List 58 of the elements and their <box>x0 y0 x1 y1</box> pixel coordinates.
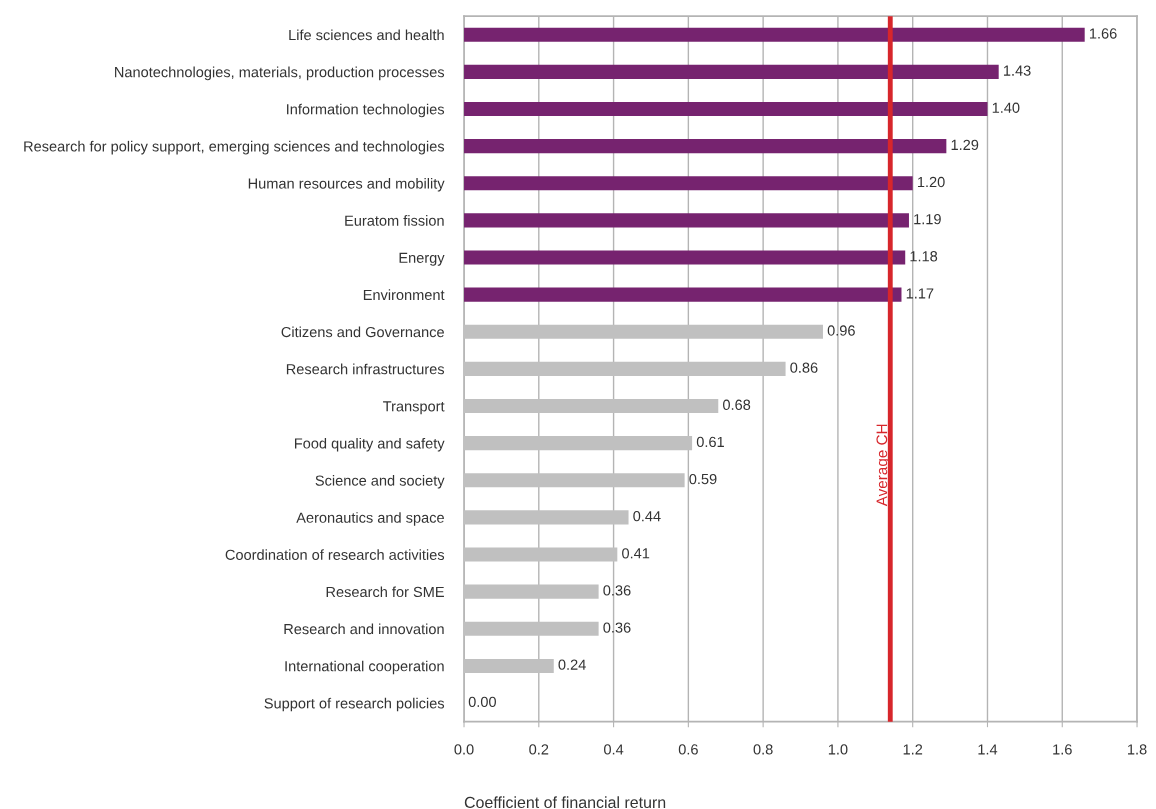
data-label: 1.19 <box>914 213 941 225</box>
y-tick-label: Research and innovation <box>284 623 444 635</box>
x-tick-label: 1.8 <box>1128 744 1147 755</box>
y-tick-label: Coordination of research activities <box>225 549 445 560</box>
data-label: 0.59 <box>689 473 717 485</box>
data-label: 0.41 <box>622 548 650 559</box>
bar <box>464 287 902 302</box>
y-tick-label: Research infrastructures <box>286 363 445 375</box>
bar <box>464 101 988 117</box>
ref-line-label: Average CH <box>876 424 891 507</box>
y-tick-label: Citizens and Governance <box>281 326 444 338</box>
x-tick-label: 0.0 <box>454 744 474 755</box>
x-tick-label: 1.2 <box>903 744 923 755</box>
y-tick-label: Human resources and mobility <box>248 177 445 192</box>
bar <box>464 27 1085 42</box>
bar <box>464 213 909 228</box>
y-tick-label: Nanotechnologies, materials, production processes <box>115 66 445 81</box>
data-label: 0.86 <box>790 362 818 373</box>
x-tick-label: 0.8 <box>753 744 773 755</box>
bar <box>464 64 999 79</box>
data-label: 1.17 <box>906 288 934 299</box>
y-tick-label: International cooperation <box>285 660 444 675</box>
data-label: 0.61 <box>696 436 724 448</box>
x-tick-label: 1.4 <box>978 744 998 755</box>
x-tick-label: 0.2 <box>529 744 549 755</box>
bar <box>464 250 906 265</box>
y-tick-label: Support of research policies <box>264 697 445 712</box>
data-label: 1.20 <box>917 176 945 188</box>
y-tick-label: Science and society <box>315 475 445 489</box>
y-tick-label: Transport <box>383 401 445 415</box>
y-tick-label: Food quality and safety <box>294 437 445 452</box>
y-tick-label: Research for policy support, emerging sciences and technologies <box>24 140 445 155</box>
y-tick-label: Environment <box>363 289 445 301</box>
x-axis-title: Coefficient of financial return <box>464 796 666 809</box>
y-tick-label: Research for SME <box>326 586 444 598</box>
y-tick-label: Euratom fission <box>345 215 444 226</box>
x-tick-label: 1.6 <box>1053 744 1072 755</box>
y-tick-label: Information technologies <box>287 103 445 118</box>
y-tick-label: Energy <box>399 252 445 266</box>
data-label: 0.96 <box>827 325 855 336</box>
y-tick-label: Aeronautics and space <box>296 512 444 526</box>
data-label: 1.43 <box>1003 65 1031 76</box>
bar <box>464 139 947 154</box>
x-tick-label: 0.6 <box>678 744 698 755</box>
x-tick-label: 0.4 <box>604 744 624 755</box>
data-label: 1.66 <box>1089 28 1117 39</box>
x-tick-label: 1.0 <box>828 744 848 755</box>
data-label: 0.36 <box>603 622 631 633</box>
y-tick-label: Life sciences and health <box>289 29 444 41</box>
data-label: 1.40 <box>992 102 1020 113</box>
data-label: 0.00 <box>468 696 496 707</box>
data-label: 0.36 <box>603 585 631 596</box>
data-label: 0.24 <box>558 659 586 670</box>
bar <box>464 176 913 191</box>
data-label: 1.29 <box>951 139 979 151</box>
data-label: 0.44 <box>633 511 661 522</box>
data-label: 0.68 <box>723 399 751 410</box>
data-label: 1.18 <box>910 251 938 262</box>
